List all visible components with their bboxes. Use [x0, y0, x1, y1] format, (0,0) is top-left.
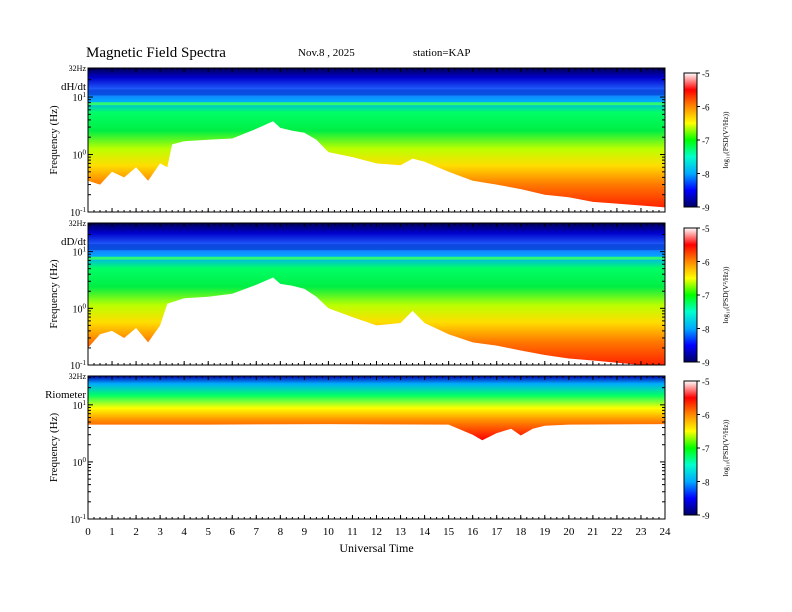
colorbar-tick-label: -6 [702, 411, 710, 421]
colorbar-tick-label: -7 [702, 136, 710, 146]
x-tick-label: 8 [278, 526, 284, 538]
x-tick-label: 19 [539, 526, 551, 538]
x-tick-label: 4 [181, 526, 187, 538]
x-tick-label: 15 [443, 526, 455, 538]
colorbar-tick-label: -5 [702, 69, 710, 79]
colorbar-tick-label: -8 [702, 170, 710, 180]
y-axis-label: Frequency (Hz) [48, 413, 60, 483]
y-top-label: 32Hz [69, 219, 87, 228]
station-label: station=KAP [413, 47, 471, 59]
band-dark [88, 89, 665, 96]
x-axis: 0 1 2 3 4 5 6 7 8 9 10 11 12 13 14 15 16 17 18 19 20 21 22 23 24… [85, 526, 671, 555]
x-tick-label: 23 [635, 526, 647, 538]
y-axis-label: Frequency (Hz) [48, 259, 60, 329]
x-tick-label: 16 [467, 526, 479, 538]
x-tick-label: 12 [371, 526, 382, 538]
x-tick-label: 11 [347, 526, 358, 538]
y-top-label: 32Hz [69, 372, 87, 381]
colorbar-tick-label: -5 [702, 224, 710, 234]
colorbar-label: log₁₀(PSD(V²/Hz)) [721, 111, 730, 169]
panel-name: dD/dt [61, 236, 86, 248]
x-axis-label: Universal Time [339, 541, 413, 555]
y-tick-label: 101 [73, 91, 87, 104]
x-tick-label: 24 [660, 526, 672, 538]
colorbar-tick-label: -9 [702, 203, 710, 213]
x-tick-label: 9 [302, 526, 308, 538]
x-tick-label: 20 [563, 526, 575, 538]
x-tick-label: 6 [230, 526, 236, 538]
y-tick-label: 100 [73, 456, 87, 469]
band-line [88, 256, 665, 260]
x-tick-label: 3 [157, 526, 163, 538]
colorbar-tick-label: -7 [702, 444, 710, 454]
colorbar-tick-label: -5 [702, 377, 710, 387]
y-tick-label: 100 [73, 149, 87, 162]
y-tick-label: 10-1 [70, 206, 86, 219]
colorbar [683, 227, 698, 363]
x-tick-label: 22 [611, 526, 622, 538]
colorbar-tick-label: -9 [702, 511, 710, 521]
x-tick-label: 5 [205, 526, 211, 538]
colorbar-tick-label: -8 [702, 478, 710, 488]
colorbar [683, 380, 698, 516]
panel-name: Riometer [45, 389, 86, 401]
page-title: Magnetic Field Spectra [86, 45, 226, 61]
x-tick-label: 2 [133, 526, 139, 538]
colorbar-tick-label: -6 [702, 103, 710, 113]
colorbar-tick-label: -6 [702, 258, 710, 268]
x-tick-label: 10 [323, 526, 335, 538]
panel-name: dH/dt [61, 81, 86, 93]
colorbar-tick-label: -8 [702, 325, 710, 335]
y-top-label: 32Hz [69, 64, 87, 73]
y-tick-label: 101 [73, 246, 87, 259]
x-tick-label: 21 [587, 526, 598, 538]
x-tick-label: 7 [254, 526, 260, 538]
colorbar-tick-label: -7 [702, 291, 710, 301]
x-tick-label: 0 [85, 526, 91, 538]
y-tick-label: 10-1 [70, 359, 86, 372]
x-tick-label: 1 [109, 526, 115, 538]
colorbar-tick-label: -9 [702, 358, 710, 368]
band-dark [88, 244, 665, 251]
band-line [88, 102, 665, 106]
y-axis-label: Frequency (Hz) [48, 105, 60, 175]
date-label: Nov.8 , 2025 [298, 47, 355, 59]
y-tick-label: 100 [73, 302, 87, 315]
x-tick-label: 17 [491, 526, 503, 538]
x-tick-label: 13 [395, 526, 407, 538]
colorbar-label: log₁₀(PSD(V²/Hz)) [721, 419, 730, 477]
colorbar [683, 72, 698, 208]
y-tick-label: 10-1 [70, 513, 86, 526]
spectral-power-region [88, 376, 665, 441]
panel-riometer: 10-1 100 101 32Hz Riometer Frequency (Hz) -5 -6… [45, 372, 730, 526]
colorbar-label: log₁₀(PSD(V²/Hz)) [721, 266, 730, 324]
x-tick-label: 14 [419, 526, 431, 538]
y-tick-label: 101 [73, 399, 87, 412]
x-tick-label: 18 [515, 526, 527, 538]
